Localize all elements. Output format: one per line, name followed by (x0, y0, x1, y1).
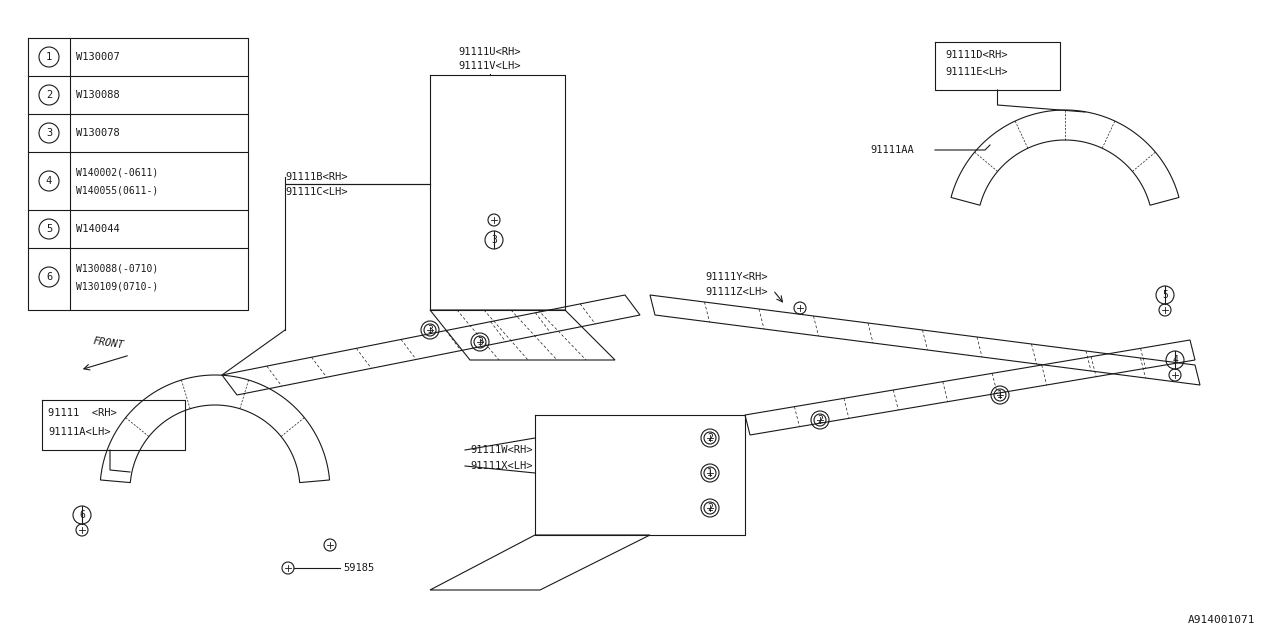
Text: 2: 2 (707, 433, 713, 443)
Text: 3: 3 (477, 337, 483, 347)
Text: 91111A<LH>: 91111A<LH> (49, 427, 110, 437)
Text: 2: 2 (46, 90, 52, 100)
Text: 91111Y<RH>: 91111Y<RH> (705, 272, 768, 282)
Text: 91111Z<LH>: 91111Z<LH> (705, 287, 768, 297)
Text: 6: 6 (46, 272, 52, 282)
Text: 3: 3 (492, 235, 497, 245)
Text: W130088(-0710): W130088(-0710) (76, 263, 159, 273)
Text: 91111X<LH>: 91111X<LH> (470, 461, 532, 471)
Text: 91111B<RH>: 91111B<RH> (285, 172, 347, 182)
Text: 91111AA: 91111AA (870, 145, 914, 155)
Text: FRONT: FRONT (92, 336, 124, 350)
Text: 91111D<RH>: 91111D<RH> (945, 50, 1007, 60)
Text: 1: 1 (46, 52, 52, 62)
Text: 3: 3 (428, 325, 433, 335)
Text: 4: 4 (1172, 355, 1178, 365)
Text: W140055(0611-): W140055(0611-) (76, 185, 159, 195)
Text: W130007: W130007 (76, 52, 120, 62)
Text: 91111V<LH>: 91111V<LH> (458, 61, 521, 71)
Text: 5: 5 (46, 224, 52, 234)
Text: 2: 2 (707, 503, 713, 513)
Text: 1: 1 (997, 390, 1004, 400)
Text: 59185: 59185 (343, 563, 374, 573)
Text: W140002(-0611): W140002(-0611) (76, 167, 159, 177)
Text: 4: 4 (46, 176, 52, 186)
Text: 6: 6 (79, 510, 84, 520)
Text: 91111U<RH>: 91111U<RH> (458, 47, 521, 57)
Text: 1: 1 (707, 468, 713, 478)
Text: 5: 5 (1162, 290, 1167, 300)
Text: 91111C<LH>: 91111C<LH> (285, 187, 347, 197)
Text: A914001071: A914001071 (1188, 615, 1254, 625)
Text: 91111E<LH>: 91111E<LH> (945, 67, 1007, 77)
Text: 2: 2 (817, 415, 823, 425)
Text: W130088: W130088 (76, 90, 120, 100)
Text: 91111W<RH>: 91111W<RH> (470, 445, 532, 455)
Text: W130109(0710-): W130109(0710-) (76, 281, 159, 291)
Text: 3: 3 (46, 128, 52, 138)
Text: W140044: W140044 (76, 224, 120, 234)
Text: W130078: W130078 (76, 128, 120, 138)
Text: 91111  <RH>: 91111 <RH> (49, 408, 116, 418)
